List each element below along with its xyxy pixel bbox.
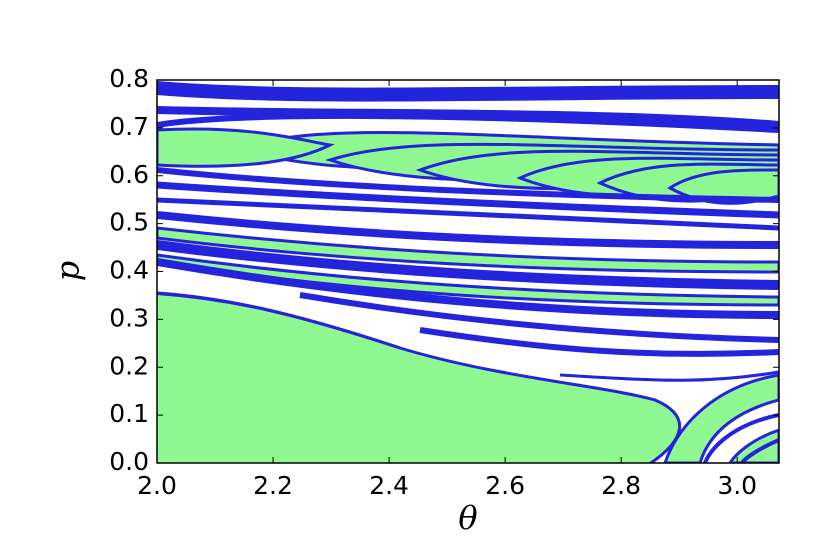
y-tick-label: 0.1 [109, 399, 149, 428]
basin-region [728, 428, 779, 463]
basin-line [157, 258, 779, 319]
y-tick-label: 0.4 [109, 256, 149, 285]
basin-line [559, 370, 779, 382]
x-tick-label: 2.6 [485, 471, 525, 500]
y-tick-label: 0.2 [109, 351, 149, 380]
y-tick-label: 0.7 [109, 112, 149, 141]
basin-line [157, 112, 779, 133]
x-tick-label: 2.2 [253, 471, 293, 500]
x-tick-label: 2.0 [137, 471, 177, 500]
basin-line [419, 327, 779, 357]
basin-line [740, 438, 779, 463]
basin-line [157, 81, 779, 102]
x-tick-label: 2.8 [601, 471, 641, 500]
y-tick-label: 0.8 [109, 64, 149, 93]
basin-line [157, 291, 401, 350]
basin-region [157, 127, 335, 168]
basin-line [157, 106, 779, 129]
basin-line [703, 413, 779, 463]
x-axis-label: θ [458, 499, 477, 537]
x-tick-label: 2.4 [369, 471, 409, 500]
x-tick-label: 3.0 [717, 471, 757, 500]
basin-line [157, 197, 779, 231]
plot-area [157, 80, 779, 463]
basin-region [663, 373, 779, 463]
basin-line [157, 211, 779, 249]
y-axis-label: p [49, 261, 87, 281]
basin-line [157, 240, 779, 290]
y-tick-label: 0.3 [109, 303, 149, 332]
y-tick-label: 0.0 [109, 447, 149, 476]
basin-line [157, 167, 779, 203]
basin-line [157, 181, 779, 219]
basin-region [157, 226, 779, 274]
y-tick-label: 0.5 [109, 208, 149, 237]
y-tick-label: 0.6 [109, 160, 149, 189]
basin-line [299, 292, 779, 343]
